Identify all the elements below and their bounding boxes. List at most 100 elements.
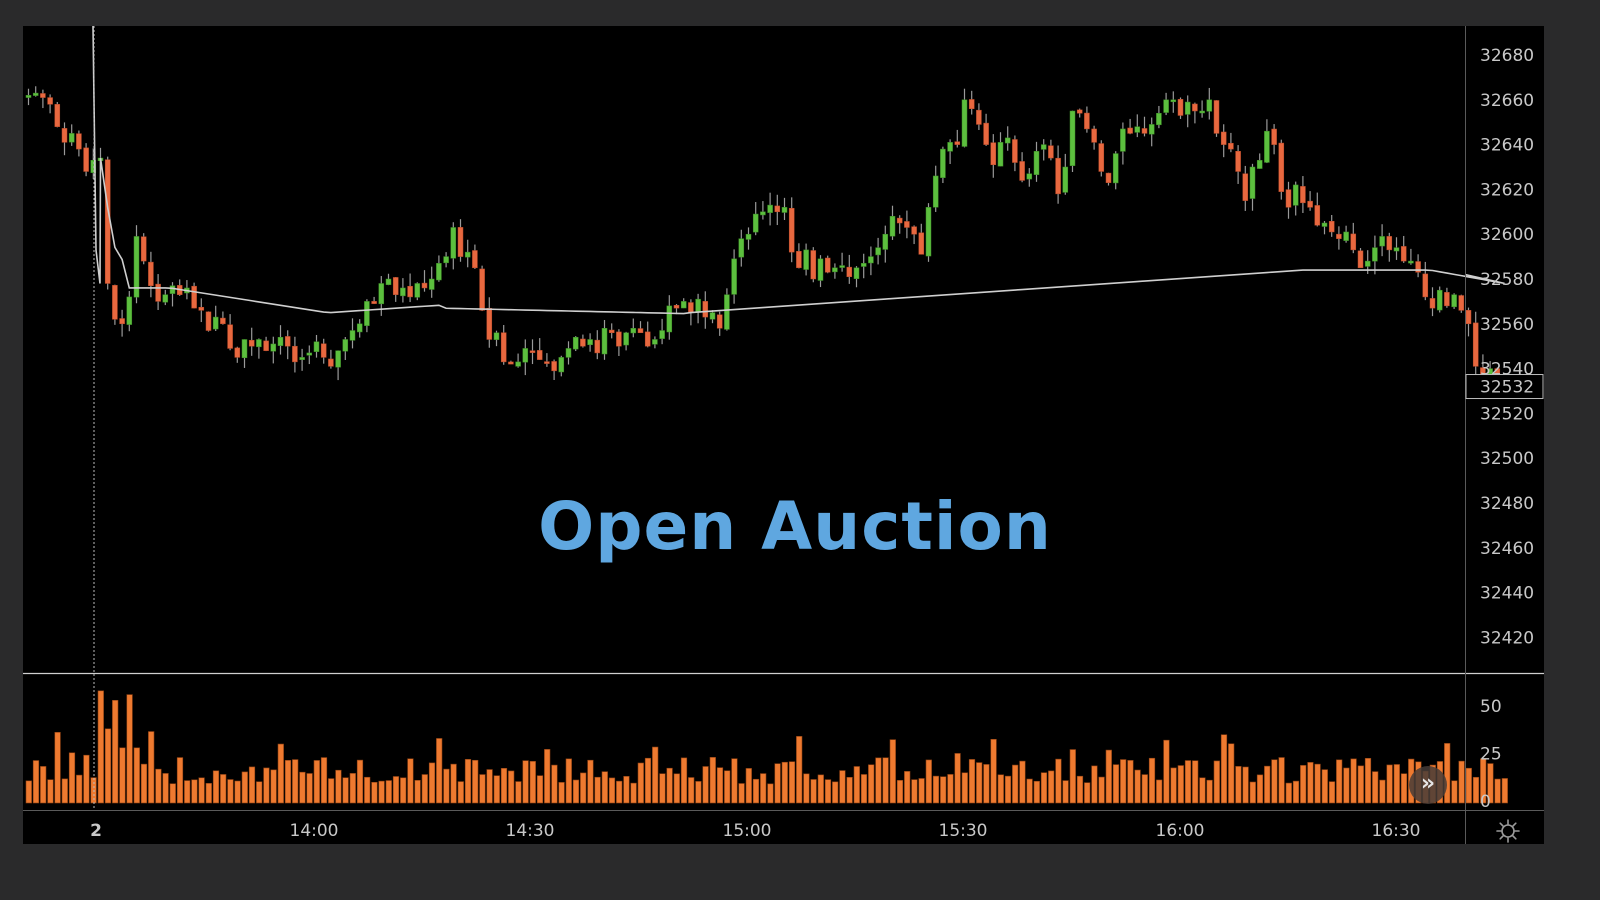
candle-down[interactable] — [148, 261, 154, 286]
candle-down[interactable] — [1336, 233, 1342, 239]
candle-up[interactable] — [1436, 289, 1443, 311]
candle-up[interactable] — [1148, 124, 1155, 135]
candle-up[interactable] — [601, 328, 608, 355]
candle-down[interactable] — [61, 128, 68, 143]
candle-down[interactable] — [54, 104, 61, 127]
candle-up[interactable] — [695, 298, 701, 313]
candle-down[interactable] — [1084, 112, 1090, 130]
candle-down[interactable] — [227, 324, 233, 349]
candle-down[interactable] — [1271, 128, 1277, 145]
candle-down[interactable] — [1314, 205, 1321, 226]
candle-up[interactable] — [1069, 110, 1076, 166]
candle-down[interactable] — [198, 306, 205, 311]
candle-up[interactable] — [731, 258, 737, 295]
chart-settings-button[interactable] — [1494, 817, 1522, 845]
candle-up[interactable] — [1156, 112, 1162, 126]
candle-down[interactable] — [1177, 99, 1184, 116]
candle-up[interactable] — [299, 357, 305, 360]
candle-down[interactable] — [673, 305, 680, 309]
candle-up[interactable] — [335, 350, 341, 368]
candle-down[interactable] — [1465, 310, 1472, 325]
candle-down[interactable] — [536, 350, 543, 360]
candle-up[interactable] — [385, 278, 392, 285]
candle-down[interactable] — [76, 133, 82, 150]
candle-up[interactable] — [630, 328, 637, 334]
candle-down[interactable] — [1192, 103, 1198, 112]
candle-up[interactable] — [493, 332, 500, 340]
candle-down[interactable] — [1472, 322, 1479, 367]
candle-up[interactable] — [940, 148, 946, 178]
candle-up[interactable] — [306, 352, 313, 356]
candle-up[interactable] — [90, 160, 97, 173]
candle-up[interactable] — [342, 339, 349, 352]
candle-up[interactable] — [68, 133, 75, 143]
candle-down[interactable] — [220, 317, 226, 325]
candle-down[interactable] — [83, 147, 89, 172]
candle-down[interactable] — [155, 283, 161, 302]
candle-up[interactable] — [1264, 130, 1270, 163]
candle-down[interactable] — [918, 232, 925, 255]
candle-down[interactable] — [911, 226, 917, 235]
candle-up[interactable] — [889, 216, 896, 237]
candle-down[interactable] — [472, 250, 478, 269]
candle-down[interactable] — [479, 268, 485, 311]
candle-down[interactable] — [1141, 128, 1148, 134]
candle-down[interactable] — [1328, 221, 1335, 233]
candle-up[interactable] — [997, 142, 1004, 167]
candle-up[interactable] — [169, 285, 176, 294]
candle-down[interactable] — [112, 285, 118, 320]
candle-down[interactable] — [788, 207, 795, 253]
candle-up[interactable] — [464, 251, 471, 258]
candle-up[interactable] — [1184, 101, 1191, 115]
candle-up[interactable] — [781, 207, 788, 213]
candle-down[interactable] — [1444, 292, 1450, 307]
candle-down[interactable] — [529, 350, 536, 353]
candle-up[interactable] — [356, 323, 363, 333]
candle-up[interactable] — [443, 256, 449, 264]
candle-down[interactable] — [1415, 261, 1421, 273]
volume-pane[interactable] — [25, 690, 1508, 804]
candle-up[interactable] — [1026, 173, 1033, 180]
candle-up[interactable] — [803, 249, 809, 270]
candle-up[interactable] — [745, 233, 752, 240]
candle-up[interactable] — [587, 339, 593, 346]
candle-down[interactable] — [248, 339, 255, 347]
candle-down[interactable] — [1055, 157, 1061, 195]
candle-up[interactable] — [1292, 184, 1299, 206]
candle-down[interactable] — [40, 93, 46, 98]
candle-up[interactable] — [738, 238, 745, 258]
candle-up[interactable] — [817, 258, 824, 281]
candle-down[interactable] — [1429, 298, 1436, 309]
candle-up[interactable] — [212, 316, 219, 330]
candle-down[interactable] — [140, 236, 147, 262]
candle-up[interactable] — [961, 99, 968, 147]
candle-down[interactable] — [976, 109, 982, 125]
candle-up[interactable] — [1343, 231, 1349, 241]
candle-down[interactable] — [580, 338, 586, 347]
candle-down[interactable] — [810, 250, 817, 280]
candle-up[interactable] — [270, 343, 277, 352]
candle-down[interactable] — [1357, 250, 1364, 269]
candle-up[interactable] — [133, 236, 140, 298]
candle-up[interactable] — [241, 339, 248, 359]
candle-down[interactable] — [688, 302, 694, 313]
candle-up[interactable] — [1256, 160, 1263, 169]
candle-up[interactable] — [932, 175, 939, 208]
candle-up[interactable] — [414, 283, 421, 298]
candle-up[interactable] — [349, 330, 356, 341]
candle-down[interactable] — [954, 141, 961, 145]
candle-down[interactable] — [968, 99, 975, 110]
candle-up[interactable] — [256, 339, 262, 348]
candle-up[interactable] — [400, 287, 406, 297]
candle-down[interactable] — [1019, 161, 1025, 181]
candle-down[interactable] — [544, 361, 550, 364]
candle-up[interactable] — [558, 357, 565, 373]
candle-up[interactable] — [860, 263, 867, 267]
candle-up[interactable] — [162, 294, 169, 303]
candle-up[interactable] — [853, 267, 860, 279]
candle-up[interactable] — [724, 294, 730, 330]
candle-down[interactable] — [1285, 189, 1292, 208]
candle-down[interactable] — [774, 205, 781, 213]
candle-up[interactable] — [680, 301, 687, 309]
candle-up[interactable] — [1199, 110, 1205, 114]
